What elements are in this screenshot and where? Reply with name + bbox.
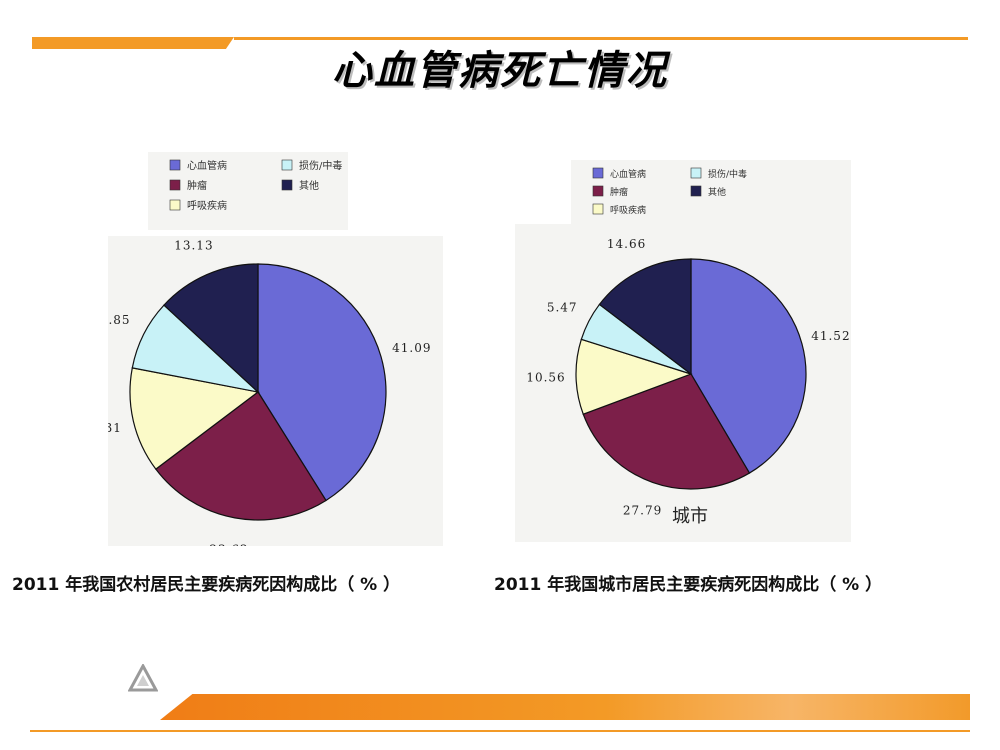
top-accent-bar bbox=[32, 37, 234, 49]
pie-slice bbox=[690, 258, 807, 474]
pie-slice bbox=[154, 391, 327, 521]
legend-swatch bbox=[169, 199, 181, 211]
slice-value-label: 41.09 bbox=[392, 341, 431, 355]
legend-swatch bbox=[690, 167, 702, 179]
legend-label: 损伤/中毒 bbox=[708, 168, 747, 180]
slice-value-label: 14.66 bbox=[607, 237, 646, 251]
legend-label: 呼吸疾病 bbox=[187, 199, 227, 212]
legend-label: 肿瘤 bbox=[187, 179, 207, 192]
legend-swatch bbox=[281, 159, 293, 171]
slice-value-label: 23.62 bbox=[209, 542, 248, 546]
slice-value-label: 27.79 bbox=[623, 504, 662, 518]
urban-chart-caption: 2011 年我国城市居民主要疾病死因构成比（ % ） bbox=[494, 575, 883, 595]
bottom-accent-band bbox=[160, 694, 970, 720]
legend-swatch bbox=[281, 179, 293, 191]
pie-slice bbox=[582, 373, 751, 490]
legend-swatch bbox=[690, 185, 702, 197]
rural-chart-caption: 2011 年我国农村居民主要疾病死因构成比（ % ） bbox=[12, 575, 401, 595]
legend-label: 其他 bbox=[299, 179, 319, 192]
legend-label: 呼吸疾病 bbox=[610, 204, 646, 216]
pie-slice bbox=[129, 367, 260, 470]
slide-title: 心血管病死亡情况 bbox=[332, 47, 668, 94]
pie-slice bbox=[163, 263, 259, 394]
slice-value-label: 13.13 bbox=[174, 238, 213, 252]
legend-label: 心血管病 bbox=[187, 159, 227, 172]
pie-slice bbox=[598, 258, 692, 376]
legend-swatch bbox=[169, 159, 181, 171]
logo-icon bbox=[128, 664, 158, 692]
legend-label: 其他 bbox=[708, 186, 726, 198]
legend-label: 肿瘤 bbox=[610, 186, 628, 198]
slice-value-label: 5.47 bbox=[547, 300, 578, 314]
legend-swatch bbox=[592, 167, 604, 179]
pie-slice bbox=[575, 338, 693, 416]
legend-label: 损伤/中毒 bbox=[299, 159, 342, 172]
slice-value-label: 13.31 bbox=[108, 421, 122, 435]
legend-swatch bbox=[169, 179, 181, 191]
pie-slice bbox=[257, 263, 387, 502]
bottom-accent-line bbox=[30, 730, 970, 732]
legend-label: 心血管病 bbox=[610, 168, 646, 180]
legend-swatch bbox=[592, 185, 604, 197]
top-accent-line bbox=[234, 37, 968, 40]
slice-value-label: 8.85 bbox=[108, 313, 131, 327]
slice-value-label: 10.56 bbox=[526, 371, 565, 385]
pie-inner-label: 城市 bbox=[672, 506, 708, 527]
slice-value-label: 41.52 bbox=[811, 329, 850, 343]
urban-pie-chart: 心血管病肿瘤呼吸疾病 损伤/中毒其他 41.52 27.79 10.56 5.47 14.6… bbox=[513, 160, 853, 542]
legend-swatch bbox=[592, 203, 604, 215]
